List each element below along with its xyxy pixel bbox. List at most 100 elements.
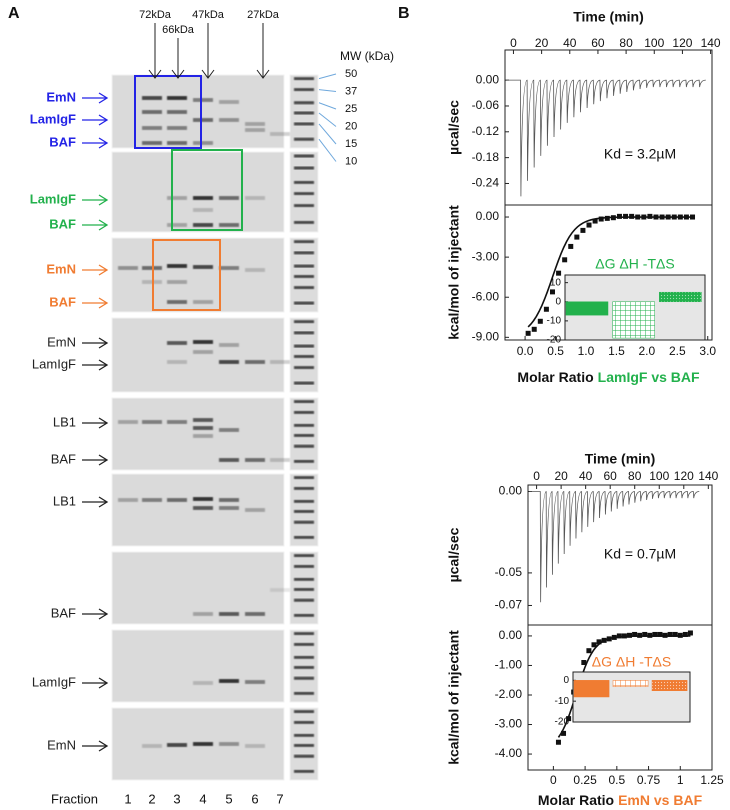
- ratio-tick-label: 0.0: [517, 344, 534, 358]
- ratio-title: Molar Ratio: [538, 792, 614, 808]
- inset-tick-label: -20: [547, 335, 562, 346]
- gel-band: [167, 360, 187, 364]
- label-arrow: [82, 454, 109, 466]
- energy-bar: [565, 301, 609, 316]
- axis-title: Time (min): [585, 451, 656, 467]
- gel-band: [193, 434, 213, 438]
- isotherm-point: [677, 632, 683, 638]
- marker-band: [294, 733, 314, 737]
- label-arrow: [82, 114, 109, 126]
- power-tick-label: -0.12: [472, 124, 500, 138]
- isotherm-point: [606, 636, 612, 642]
- label-arrow: [82, 608, 109, 620]
- protein-label: LamIgF: [32, 356, 76, 371]
- gel-band: [219, 223, 239, 227]
- gel-band: [142, 96, 162, 100]
- kd-label: Kd = 0.7µM: [604, 546, 676, 562]
- gel-band: [245, 196, 265, 200]
- mw-pointer: [318, 89, 337, 92]
- time-tick-label: 0: [510, 36, 517, 50]
- marker-band: [294, 111, 314, 115]
- power-tick-label: 0.00: [476, 72, 500, 86]
- highlight-box: [152, 239, 221, 311]
- mw-value: 37: [345, 85, 357, 97]
- gel-band: [193, 497, 213, 501]
- axis-title: Time (min): [573, 9, 644, 25]
- protein-label: EmN: [46, 89, 76, 104]
- label-arrow: [82, 740, 109, 752]
- isotherm-point: [657, 631, 663, 637]
- gel-band: [245, 360, 265, 364]
- isotherm-point: [592, 218, 598, 224]
- power-tick-label: -0.06: [472, 98, 500, 112]
- gel-band: [219, 266, 239, 270]
- kda-arrow: [148, 23, 162, 79]
- gel-band: [167, 96, 187, 100]
- ratio-tick-label: 0.5: [608, 773, 625, 787]
- isotherm-point: [665, 214, 671, 220]
- gel-band: [167, 223, 187, 227]
- heat-tick-label: -2.00: [495, 687, 523, 701]
- energy-bar: [659, 291, 702, 303]
- isotherm-point: [549, 289, 555, 295]
- gel-band: [219, 428, 239, 432]
- gel-band: [167, 280, 187, 284]
- ratio-title: Molar Ratio: [517, 369, 593, 385]
- time-tick-label: 100: [644, 36, 664, 50]
- gel-strip: [111, 151, 285, 233]
- marker-band: [294, 486, 314, 490]
- heat-tick-label: 0.00: [499, 628, 523, 642]
- marker-band: [294, 204, 314, 208]
- label-arrow: [82, 264, 109, 276]
- gel-band: [167, 300, 187, 304]
- power-tick-label: 0.00: [499, 484, 523, 498]
- isotherm-point: [586, 648, 592, 654]
- mw-value: 25: [345, 103, 357, 115]
- isotherm-point: [647, 213, 653, 219]
- isotherm-point: [561, 730, 567, 736]
- marker-band: [294, 676, 314, 680]
- kda-label: 27kDa: [247, 9, 280, 21]
- isotherm-point: [632, 631, 638, 637]
- gel-band: [193, 118, 213, 122]
- gel-band: [142, 126, 162, 130]
- isotherm-point: [598, 216, 604, 222]
- ratio-tick-label: 1: [677, 773, 684, 787]
- ratio-tick-label: 0: [550, 773, 557, 787]
- marker-band: [294, 240, 314, 244]
- gel-strip: [111, 74, 285, 149]
- isotherm-point: [641, 214, 647, 220]
- protein-label: BAF: [51, 451, 76, 466]
- ratio-tick-label: 0.5: [547, 344, 564, 358]
- gel-band: [245, 680, 265, 684]
- thermogram: [529, 491, 700, 603]
- gel-band: [219, 100, 239, 104]
- marker-band: [294, 433, 314, 437]
- gel-band: [167, 341, 187, 345]
- gel-band: [142, 420, 162, 424]
- ratio-pair: EmN vs BAF: [618, 792, 702, 808]
- energy-bar: [651, 680, 688, 691]
- protein-label: BAF: [49, 294, 76, 309]
- isotherm-point: [525, 330, 531, 336]
- time-tick-label: 0: [533, 469, 540, 483]
- inset-tick-label: -10: [555, 696, 570, 707]
- protein-label: EmN: [46, 261, 76, 276]
- gel-band: [245, 458, 265, 462]
- isotherm-point: [623, 213, 629, 219]
- mw-title: MW (kDa): [340, 49, 394, 63]
- gel-band: [245, 122, 265, 126]
- time-tick-label: 60: [591, 36, 605, 50]
- gel-band: [167, 110, 187, 114]
- gel-band: [219, 742, 239, 746]
- gel-strip: [111, 237, 285, 313]
- isotherm-point: [610, 215, 616, 221]
- marker-band: [294, 180, 314, 184]
- marker-band: [294, 613, 314, 617]
- label-arrow: [82, 194, 109, 206]
- gel-band: [193, 98, 213, 102]
- marker-band: [294, 122, 314, 126]
- fraction-number: 6: [251, 791, 258, 806]
- isotherm-point: [683, 214, 689, 220]
- protein-label: LamIgF: [30, 111, 76, 126]
